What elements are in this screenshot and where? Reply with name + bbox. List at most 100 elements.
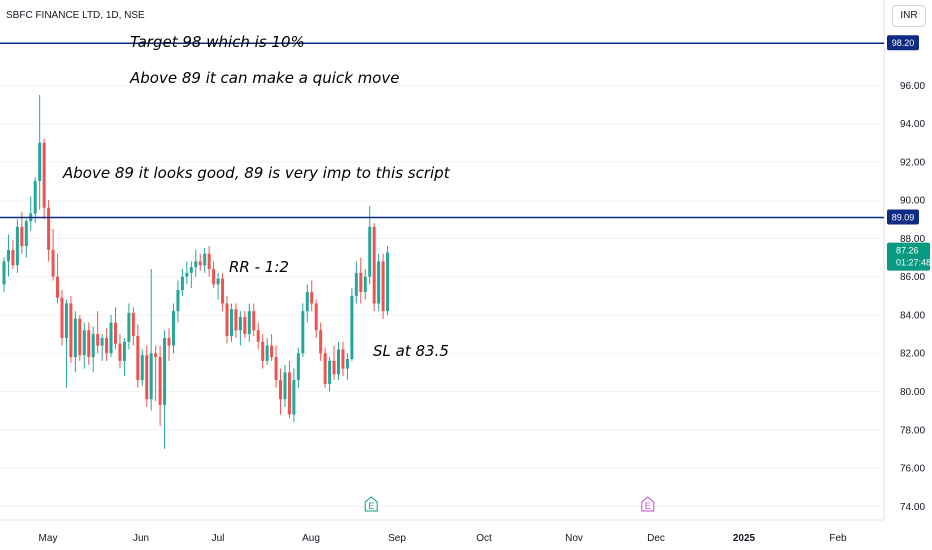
annotation-target[interactable]: Target 98 which is 10% — [130, 33, 305, 51]
price-line-badge — [887, 209, 919, 225]
candle-body — [20, 226, 24, 247]
chart-title: SBFC FINANCE LTD, 1D, NSE — [6, 10, 145, 21]
candle — [154, 345, 158, 402]
candle-body — [238, 316, 242, 331]
candle-body — [270, 345, 274, 358]
price-tick-label: 74.00 — [900, 502, 925, 513]
candle-body — [234, 309, 238, 331]
candle — [319, 322, 323, 361]
candle-body — [163, 337, 167, 405]
candle — [64, 299, 68, 388]
candle-body — [305, 292, 309, 312]
price-tick-label: 88.00 — [900, 234, 925, 245]
candle-body — [154, 353, 158, 358]
price-tick-label: 78.00 — [900, 425, 925, 436]
price-tick-label: 76.00 — [900, 464, 925, 475]
candle — [359, 257, 363, 304]
candle — [229, 303, 233, 342]
candle-body — [359, 272, 363, 293]
candle-body — [203, 253, 207, 266]
candle-body — [279, 380, 283, 400]
candle-body — [301, 311, 305, 354]
price-tick-label: 82.00 — [900, 349, 925, 360]
candle-body — [11, 249, 15, 266]
candle — [350, 288, 354, 361]
price-tick-label: 94.00 — [900, 119, 925, 130]
candle-body — [6, 249, 10, 262]
candle — [131, 307, 135, 346]
candle — [42, 138, 46, 220]
candle — [20, 211, 24, 254]
countdown-timer: 01:27:48 — [896, 258, 931, 268]
time-tick-label: Aug — [302, 533, 320, 544]
candle-body — [341, 349, 345, 369]
candle — [354, 261, 358, 304]
annotation-sl[interactable]: SL at 83.5 — [373, 342, 449, 360]
candle-body — [225, 303, 229, 337]
candle — [332, 345, 336, 381]
candle-body — [96, 334, 100, 346]
earnings-icon[interactable]: E — [364, 496, 378, 512]
candle — [118, 334, 122, 369]
candle-body — [252, 311, 256, 331]
candle-body — [47, 207, 51, 250]
earnings-icon[interactable]: E — [641, 496, 655, 512]
horizontal-lines[interactable]: 98.20 89.09 — [0, 35, 919, 225]
candle — [6, 234, 10, 277]
annotation-quick-move[interactable]: Above 89 it can make a quick move — [129, 69, 399, 87]
price-line-label: 98.20 — [892, 38, 915, 48]
candle-body — [283, 372, 287, 400]
candle-body — [51, 249, 55, 277]
candle — [310, 280, 314, 312]
candle-body — [229, 309, 233, 337]
candle-body — [310, 292, 314, 304]
candle — [51, 228, 55, 281]
candle-body — [368, 226, 372, 277]
candle — [212, 261, 216, 289]
candle-body — [167, 337, 171, 346]
candle-body — [73, 318, 77, 358]
time-tick-label: Feb — [829, 533, 847, 544]
candle — [345, 353, 349, 381]
candle — [56, 253, 60, 304]
time-tick-label: Dec — [647, 533, 665, 544]
candle-body — [131, 313, 135, 337]
candle — [2, 257, 6, 293]
candle — [158, 345, 162, 426]
candle-body — [127, 313, 131, 342]
candle — [185, 261, 189, 285]
time-tick-label: Oct — [476, 533, 492, 544]
candle-body — [15, 226, 19, 266]
candle-body — [158, 357, 162, 405]
candle — [225, 295, 229, 344]
candle — [238, 311, 242, 346]
candle — [33, 177, 37, 224]
candle — [256, 322, 260, 350]
candle — [91, 326, 95, 373]
price-axis[interactable]: 74.00 76.00 78.00 80.00 82.00 84.00 86.00 88.00… — [900, 81, 925, 513]
earnings-label: E — [645, 501, 651, 511]
currency-button[interactable]: INR — [892, 5, 926, 27]
annotation-looks-good[interactable]: Above 89 it looks good, 89 is very imp t… — [62, 164, 451, 182]
candle-body — [60, 297, 64, 338]
candle — [198, 253, 202, 271]
candle-body — [64, 303, 68, 338]
candle — [180, 269, 184, 296]
annotation-rr[interactable]: RR - 1:2 — [229, 258, 289, 276]
candle — [82, 322, 86, 369]
candle-body — [372, 226, 376, 304]
candle — [337, 341, 340, 381]
candle-body — [292, 380, 296, 415]
candle — [105, 328, 109, 361]
candle-body — [323, 353, 327, 384]
time-axis[interactable]: May Jun Jul Aug Sep Oct Nov Dec 2025 Feb — [39, 533, 848, 544]
candle-body — [171, 311, 175, 346]
price-tick-label: 96.00 — [900, 81, 925, 92]
candle-body — [69, 303, 73, 358]
last-price-background — [887, 242, 930, 271]
candle-body — [42, 142, 46, 208]
candle-body — [243, 316, 247, 335]
candle-body — [38, 142, 42, 181]
